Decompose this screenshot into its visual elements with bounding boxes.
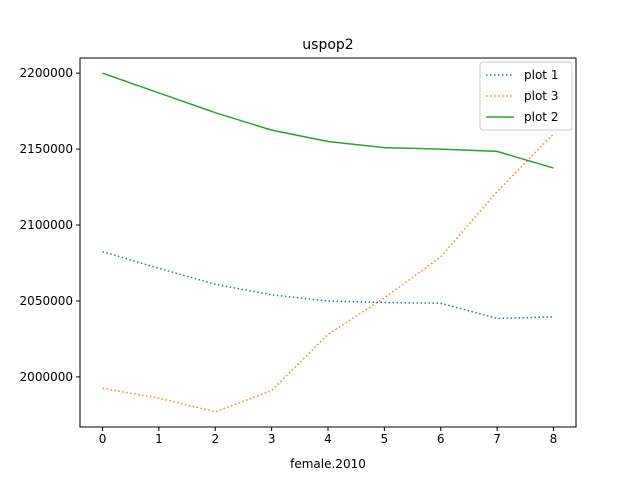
x-tick-label: 3 bbox=[268, 432, 276, 446]
legend-label: plot 1 bbox=[524, 68, 558, 82]
y-axis: 2000000 2050000 2100000 2150000 2200000 bbox=[20, 66, 80, 384]
x-tick-label: 6 bbox=[437, 432, 445, 446]
legend: plot 1 plot 3 plot 2 bbox=[479, 61, 573, 131]
x-tick-label: 0 bbox=[99, 432, 107, 446]
series-layer bbox=[102, 72, 554, 413]
y-tick-label: 2000000 bbox=[20, 370, 73, 384]
x-axis: 0 1 2 3 4 5 6 7 8 bbox=[99, 427, 558, 446]
x-tick-label: 8 bbox=[550, 432, 558, 446]
legend-box bbox=[479, 61, 573, 131]
series-line-3 bbox=[102, 72, 554, 169]
x-tick-label: 7 bbox=[493, 432, 501, 446]
y-tick-label: 2200000 bbox=[20, 66, 73, 80]
legend-label: plot 2 bbox=[524, 110, 558, 124]
legend-label: plot 3 bbox=[524, 89, 558, 103]
y-tick-label: 2100000 bbox=[20, 218, 73, 232]
x-tick-label: 5 bbox=[381, 432, 389, 446]
y-tick-label: 2150000 bbox=[20, 142, 73, 156]
chart-title: uspop2 bbox=[302, 37, 353, 53]
x-axis-label: female.2010 bbox=[290, 457, 366, 471]
x-tick-label: 1 bbox=[155, 432, 163, 446]
y-tick-label: 2050000 bbox=[20, 294, 73, 308]
x-tick-label: 4 bbox=[324, 432, 332, 446]
series-line-2 bbox=[102, 133, 554, 413]
x-tick-label: 2 bbox=[211, 432, 219, 446]
